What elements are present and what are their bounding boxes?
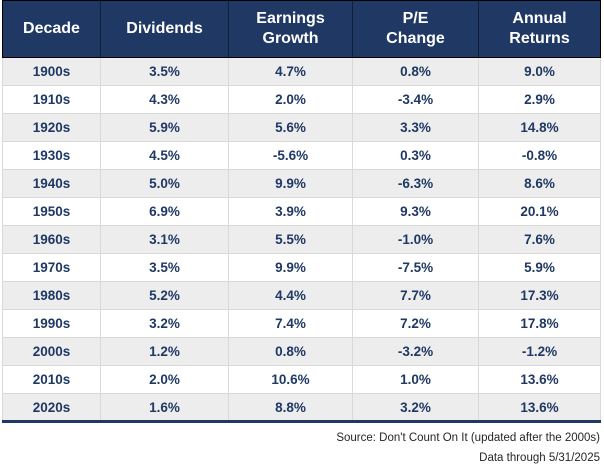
value-cell: 3.2% <box>100 309 229 338</box>
value-cell: -5.6% <box>228 141 353 170</box>
data-through-note: Data through 5/31/2025 <box>479 451 600 464</box>
column-header-earnings-growth: Earnings Growth <box>228 0 353 58</box>
decade-cell: 1910s <box>2 85 101 114</box>
table-row-1970s: 1970s 3.5% 9.9% -7.5% 5.9% <box>2 253 601 282</box>
table-row-1980s: 1980s 5.2% 4.4% 7.7% 17.3% <box>2 281 601 310</box>
value-cell: 7.7% <box>352 281 479 310</box>
value-cell: 1.0% <box>352 365 479 394</box>
value-cell: 0.3% <box>352 141 479 170</box>
decade-cell: 1980s <box>2 281 101 310</box>
value-cell: 6.9% <box>100 197 229 226</box>
table-row-1920s: 1920s 5.9% 5.6% 3.3% 14.8% <box>2 113 601 142</box>
decade-cell: 2010s <box>2 365 101 394</box>
value-cell: 0.8% <box>228 337 353 366</box>
value-cell: 5.5% <box>228 225 353 254</box>
table-row-1950s: 1950s 6.9% 3.9% 9.3% 20.1% <box>2 197 601 226</box>
value-cell: 10.6% <box>228 365 353 394</box>
table-row-2020s: 2020s 1.6% 8.8% 3.2% 13.6% <box>2 393 601 422</box>
value-cell: -7.5% <box>352 253 479 282</box>
decade-cell: 1960s <box>2 225 101 254</box>
value-cell: 1.6% <box>100 393 229 422</box>
value-cell: 20.1% <box>478 197 601 226</box>
value-cell: 5.6% <box>228 113 353 142</box>
table-row-1960s: 1960s 3.1% 5.5% -1.0% 7.6% <box>2 225 601 254</box>
value-cell: 5.9% <box>100 113 229 142</box>
table-row-1900s: 1900s 3.5% 4.7% 0.8% 9.0% <box>2 57 601 86</box>
value-cell: -3.2% <box>352 337 479 366</box>
value-cell: 9.9% <box>228 169 353 198</box>
decade-cell: 2000s <box>2 337 101 366</box>
decade-cell: 1990s <box>2 309 101 338</box>
value-cell: 7.6% <box>478 225 601 254</box>
table-row-1930s: 1930s 4.5% -5.6% 0.3% -0.8% <box>2 141 601 170</box>
value-cell: 13.6% <box>478 393 601 422</box>
returns-by-decade-table: Decade Dividends Earnings Growth P/E Change… <box>2 0 601 423</box>
value-cell: 5.0% <box>100 169 229 198</box>
value-cell: -1.2% <box>478 337 601 366</box>
decade-cell: 1950s <box>2 197 101 226</box>
column-header-dividends: Dividends <box>100 0 229 58</box>
table-body: 1900s 3.5% 4.7% 0.8% 9.0% 1910s 4.3% 2.0% -3.4% 2… <box>2 57 601 422</box>
value-cell: 7.4% <box>228 309 353 338</box>
value-cell: 3.9% <box>228 197 353 226</box>
value-cell: 9.9% <box>228 253 353 282</box>
value-cell: 4.3% <box>100 85 229 114</box>
value-cell: 3.2% <box>352 393 479 422</box>
table-row-1910s: 1910s 4.3% 2.0% -3.4% 2.9% <box>2 85 601 114</box>
decade-cell: 1920s <box>2 113 101 142</box>
table-row-1940s: 1940s 5.0% 9.9% -6.3% 8.6% <box>2 169 601 198</box>
table-row-1990s: 1990s 3.2% 7.4% 7.2% 17.8% <box>2 309 601 338</box>
header-row: Decade Dividends Earnings Growth P/E Change… <box>2 0 601 58</box>
value-cell: -6.3% <box>352 169 479 198</box>
value-cell: 3.1% <box>100 225 229 254</box>
value-cell: 2.0% <box>100 365 229 394</box>
value-cell: 4.5% <box>100 141 229 170</box>
value-cell: 5.2% <box>100 281 229 310</box>
footnotes: Source: Don't Count On It (updated after… <box>2 429 600 469</box>
value-cell: 17.8% <box>478 309 601 338</box>
value-cell: 1.2% <box>100 337 229 366</box>
decade-cell: 1970s <box>2 253 101 282</box>
value-cell: 14.8% <box>478 113 601 142</box>
decade-cell: 1940s <box>2 169 101 198</box>
value-cell: 5.9% <box>478 253 601 282</box>
value-cell: -1.0% <box>352 225 479 254</box>
table-row-2010s: 2010s 2.0% 10.6% 1.0% 13.6% <box>2 365 601 394</box>
decade-cell: 2020s <box>2 393 101 422</box>
value-cell: 2.0% <box>228 85 353 114</box>
value-cell: 4.4% <box>228 281 353 310</box>
value-cell: 3.3% <box>352 113 479 142</box>
value-cell: 8.6% <box>478 169 601 198</box>
value-cell: 4.7% <box>228 57 353 86</box>
value-cell: 2.9% <box>478 85 601 114</box>
table-header: Decade Dividends Earnings Growth P/E Change… <box>2 0 601 58</box>
table-row-2000s: 2000s 1.2% 0.8% -3.2% -1.2% <box>2 337 601 366</box>
value-cell: 3.5% <box>100 253 229 282</box>
value-cell: 9.3% <box>352 197 479 226</box>
column-header-p-e-change: P/E Change <box>352 0 479 58</box>
value-cell: 3.5% <box>100 57 229 86</box>
value-cell: 0.8% <box>352 57 479 86</box>
value-cell: 9.0% <box>478 57 601 86</box>
value-cell: 13.6% <box>478 365 601 394</box>
decade-cell: 1900s <box>2 57 101 86</box>
value-cell: -3.4% <box>352 85 479 114</box>
source-note: Source: Don't Count On It (updated after… <box>336 432 600 444</box>
decade-cell: 1930s <box>2 141 101 170</box>
column-header-decade: Decade <box>2 0 101 58</box>
value-cell: 7.2% <box>352 309 479 338</box>
value-cell: 17.3% <box>478 281 601 310</box>
value-cell: -0.8% <box>478 141 601 170</box>
column-header-annual-returns: Annual Returns <box>478 0 601 58</box>
value-cell: 8.8% <box>228 393 353 422</box>
